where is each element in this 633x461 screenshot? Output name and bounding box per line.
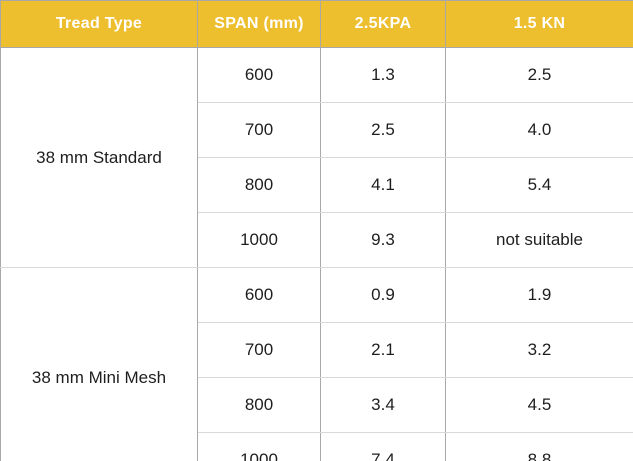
header-2-5kpa: 2.5KPA: [320, 0, 446, 48]
table-row: 800 3.4 4.5: [1, 377, 633, 433]
kpa-cell: 2.5: [320, 102, 446, 158]
kn-cell: 4.0: [445, 102, 633, 158]
header-tread-type: Tread Type: [0, 0, 198, 48]
table-row: 800 4.1 5.4: [1, 157, 633, 213]
table-row: 1000 9.3 not suitable: [1, 212, 633, 268]
kpa-cell: 9.3: [320, 212, 446, 268]
table-row: 700 2.1 3.2: [1, 322, 633, 378]
kn-cell: 3.2: [445, 322, 633, 378]
span-cell: 600: [197, 47, 321, 103]
span-cell: 700: [197, 322, 321, 378]
kn-cell: 1.9: [445, 267, 633, 323]
table-row: 1000 7.4 8.8: [1, 432, 633, 461]
span-cell: 1000: [197, 432, 321, 461]
header-1-5kn: 1.5 KN: [445, 0, 633, 48]
table-row: 38 mm Mini Mesh 600 0.9 1.9: [0, 267, 633, 461]
kpa-cell: 3.4: [320, 377, 446, 433]
kpa-cell: 0.9: [320, 267, 446, 323]
group-label-mini-mesh: 38 mm Mini Mesh: [0, 267, 198, 461]
span-cell: 700: [197, 102, 321, 158]
kn-cell: 2.5: [445, 47, 633, 103]
header-span-mm: SPAN (mm): [197, 0, 321, 48]
kpa-cell: 1.3: [320, 47, 446, 103]
span-cell: 600: [197, 267, 321, 323]
kn-cell: 4.5: [445, 377, 633, 433]
span-cell: 1000: [197, 212, 321, 268]
kpa-cell: 2.1: [320, 322, 446, 378]
kn-cell: 8.8: [445, 432, 633, 461]
table-row: 38 mm Standard 600 1.3 2.5: [0, 47, 633, 268]
group-label-standard: 38 mm Standard: [0, 47, 198, 268]
kn-cell: 5.4: [445, 157, 633, 213]
span-cell: 800: [197, 377, 321, 433]
kn-cell-not-suitable: not suitable: [445, 212, 633, 268]
span-cell: 800: [197, 157, 321, 213]
header-row: Tread Type SPAN (mm) 2.5KPA 1.5 KN: [0, 0, 633, 48]
kpa-cell: 7.4: [320, 432, 446, 461]
kpa-cell: 4.1: [320, 157, 446, 213]
